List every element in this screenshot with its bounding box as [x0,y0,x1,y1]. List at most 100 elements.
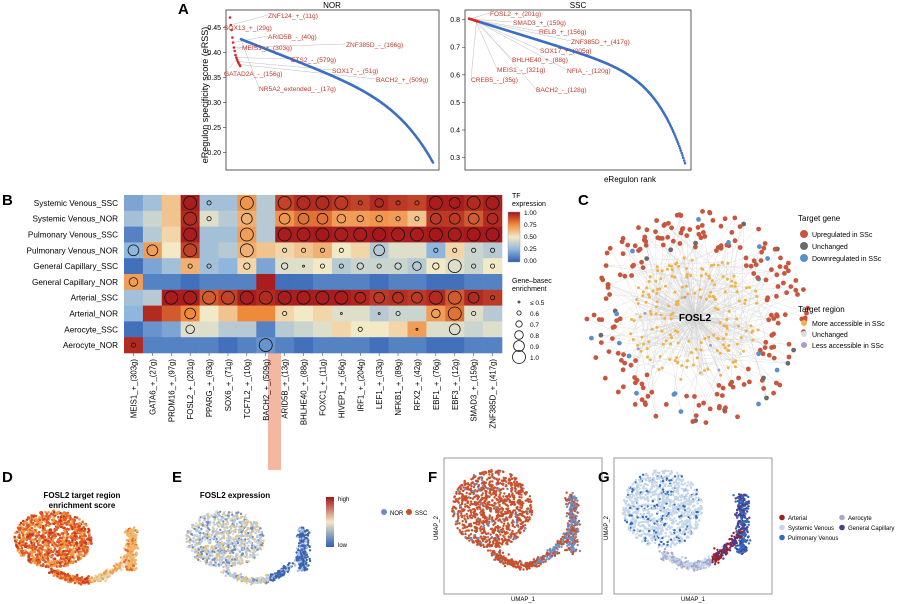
b-heatmap-cell [445,321,465,338]
c-gene-node [758,258,764,263]
c-region-node [675,300,679,304]
b-enrichment-dot [428,195,443,210]
b-heatmap-cell [161,321,181,338]
c-gene-node [751,271,757,276]
b-enrichment-dot [373,244,385,257]
umap-cell-point [235,553,238,556]
a-annotation-label: FOSL2_+_(201g) [490,11,541,18]
c-gene-node [716,383,722,388]
umap-cell-point [260,530,264,534]
c-gene-node [756,226,761,232]
umap-cell-point [127,561,130,564]
c-gene-node [793,278,799,283]
c-gene-node [631,262,636,268]
c-region-node [660,269,664,273]
umap-cell-point [241,547,245,550]
c-region-node [638,315,642,319]
d-title-line1: FOSL2 target region [44,491,121,500]
umap-cell-point [249,583,253,586]
umap-cell-point [59,553,62,556]
umap-cell-point [43,535,47,539]
c-gene-node [630,248,635,254]
b-heatmap-cell [388,274,408,291]
umap-cell-point [195,550,199,553]
c-gene-node [633,380,638,386]
c-gene-node [671,392,677,397]
umap-cell-point [63,529,66,532]
a-annotation-line [234,46,243,52]
b-heatmap-cell [350,210,370,227]
b-col-label: PRDM16_+_(97g) [167,359,176,422]
c-region-node [725,326,729,330]
b-colorbar-tick: 0.25 [524,246,537,253]
c-gene-node [716,405,722,411]
umap-cell-point [35,532,39,536]
c-gene-node [756,401,761,407]
c-gene-node [668,247,674,253]
umap-cell-point [31,546,34,550]
umap-cell-point [115,567,119,571]
umap-cell-point [229,542,232,545]
umap-cell-point [239,563,242,566]
umap-cell-point [225,542,229,545]
c-region-node [714,306,717,310]
b-heatmap-cell [294,337,314,354]
b-enrichment-dot [490,263,496,269]
umap-cell-point [125,538,129,542]
c-gene-node [756,351,761,357]
c-edge [650,359,657,417]
c-region-node [721,343,725,347]
umap-cell-point [135,529,139,532]
umap-cell-point [34,561,38,564]
umap-cell-point [238,517,241,520]
c-region-node [727,344,731,348]
b-enrichment-dot [485,195,500,210]
b-heatmap-cell [142,195,163,212]
c-region-node [748,286,751,289]
umap-cell-point [206,530,210,534]
umap-cell-point [83,545,87,549]
umap-cell-point [66,532,70,536]
umap-cell-point [93,579,97,583]
umap-cell-point [81,554,84,557]
b-heatmap-cell [426,305,446,322]
umap-cell-point [227,516,230,519]
c-region-node [708,294,712,298]
b-enrichment-dot [354,291,367,304]
b-heatmap-cell [124,337,144,354]
b-enrichment-dot [183,290,198,305]
umap-cell-point [222,530,226,533]
b-enrichment-dot [448,197,461,209]
umap-cell-point [84,551,87,554]
umap-cell-point [48,522,52,526]
c-edge [669,317,696,360]
b-enrichment-dot [319,247,325,253]
c-region-node [719,373,723,377]
c-region-node [713,283,717,287]
c-region-node [718,321,722,324]
umap-cell-point [38,556,41,559]
b-heatmap-cell [426,274,446,291]
b-heatmap-cell [313,274,333,291]
e-low-label: low [338,543,348,549]
b-enrichment-dot [447,290,462,305]
b-heatmap-cell [388,242,408,259]
c-edge [677,301,696,319]
umap-cell-point [18,536,21,539]
umap-cell-point [236,558,239,562]
umap-cell-point [302,537,305,540]
umap-cell-point [62,558,66,561]
c-region-node [652,365,655,368]
umap-cell-point [129,528,132,532]
b-heatmap-cell [199,321,219,338]
b-colorbar-title-1: TF [512,193,521,200]
a-annotation-line [233,43,347,48]
a-right-xlabel: eRegulon rank [604,175,657,184]
b-enrichment-dot [356,215,364,223]
umap-cell-point [38,536,41,540]
c-region-node [720,260,724,264]
panel-letter-a: A [178,1,189,18]
umap-cell-point [26,531,29,535]
b-heatmap-cell [199,274,219,291]
b-heatmap-cell [313,258,333,275]
